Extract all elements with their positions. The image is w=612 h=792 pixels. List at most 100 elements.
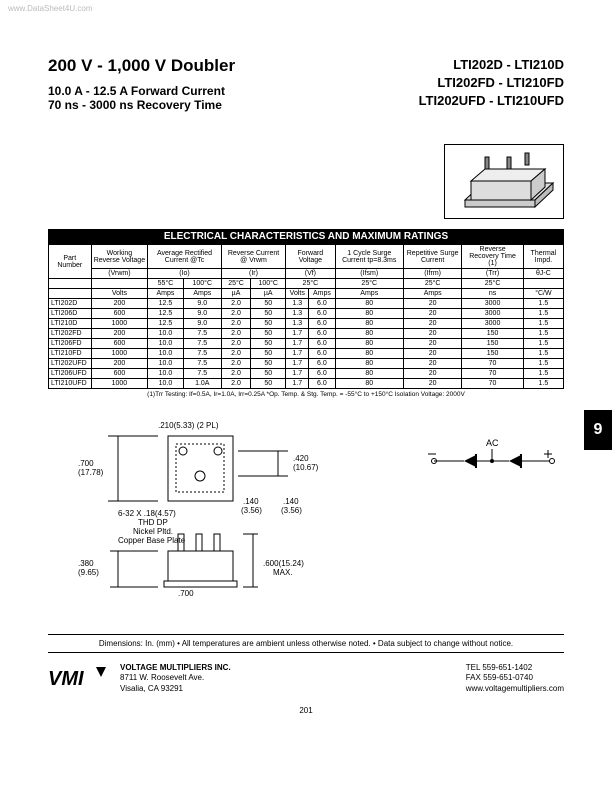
dim-d3: 6-32 X .18(4.57)THD DP [118, 509, 176, 527]
sym-vrwm: (Vrwm) [91, 269, 148, 279]
subtitle-current: 10.0 A - 12.5 A Forward Current [48, 84, 235, 98]
table-cell: 1.7 [286, 339, 309, 349]
table-cell: 6.0 [309, 379, 335, 389]
col-ifrm: Repetitive Surge Current [403, 245, 461, 269]
table-row: Volts Amps Amps µA µA Volts Amps Amps Am… [49, 289, 564, 299]
dim-d6: .700(17.78) [173, 589, 199, 596]
col-vrwm: Working Reverse Voltage [91, 245, 148, 269]
table-cell: LTI206D [49, 309, 92, 319]
table-cell: 200 [91, 359, 148, 369]
table-cell: 2.0 [221, 309, 250, 319]
dimensions-note: Dimensions: In. (mm) • All temperatures … [48, 634, 564, 653]
sym-ifrm: (Ifrm) [403, 269, 461, 279]
table-cell: 7.5 [183, 329, 221, 339]
table-cell: 20 [403, 329, 461, 339]
table-cell: 2.0 [221, 319, 250, 329]
dim-d4: Nickel Pltd.Copper Base Plate [118, 527, 186, 545]
table-cell: 2.0 [221, 349, 250, 359]
part-line-1: LTI202D - LTI210D [419, 56, 564, 74]
table-row: LTI202UFD20010.07.52.0501.76.08020701.5 [49, 359, 564, 369]
t-25c: 25°C [335, 279, 403, 289]
table-cell: 600 [91, 369, 148, 379]
table-cell: 20 [403, 339, 461, 349]
part-line-2: LTI202FD - LTI210FD [419, 74, 564, 92]
table-cell: LTI206UFD [49, 369, 92, 379]
table-cell: 12.5 [148, 299, 184, 309]
table-cell: LTI202FD [49, 329, 92, 339]
table-cell: 150 [462, 339, 523, 349]
table-cell: 1000 [91, 319, 148, 329]
u-ua1: µA [221, 289, 250, 299]
t-25b: 25°C [286, 279, 335, 289]
table-cell: 3000 [462, 319, 523, 329]
table-cell: 10.0 [148, 359, 184, 369]
table-cell: 70 [462, 379, 523, 389]
table-cell: 200 [91, 329, 148, 339]
table-cell: 9.0 [183, 319, 221, 329]
table-cell: 50 [251, 349, 286, 359]
table-cell: 1.7 [286, 349, 309, 359]
table-row: (Vrwm) (Io) (Ir) (Vf) (Ifsm) (Ifrm) (Trr… [49, 269, 564, 279]
table-cell: 1000 [91, 379, 148, 389]
table-cell: 3000 [462, 309, 523, 319]
table-cell: 3000 [462, 299, 523, 309]
table-cell: 600 [91, 309, 148, 319]
footer: VMI VOLTAGE MULTIPLIERS INC. 8711 W. Roo… [48, 663, 564, 694]
spec-table: Part Number Working Reverse Voltage Aver… [48, 244, 564, 389]
sym-vf: (Vf) [286, 269, 335, 279]
table-cell: 50 [251, 369, 286, 379]
table-row: 55°C 100°C 25°C 100°C 25°C 25°C 25°C 25°… [49, 279, 564, 289]
table-cell: 7.5 [183, 339, 221, 349]
package-figure [48, 144, 564, 219]
table-cell: LTI210UFD [49, 379, 92, 389]
u-amps4: Amps [335, 289, 403, 299]
t-25d: 25°C [403, 279, 461, 289]
sym-trr: (Trr) [462, 269, 523, 279]
u-volts: Volts [91, 289, 148, 299]
col-trr: Reverse Recovery Time (1) [462, 245, 523, 269]
col-io: Average Rectified Current @Tc [148, 245, 222, 269]
table-cell: 1.5 [523, 339, 563, 349]
table-cell: 6.0 [309, 319, 335, 329]
table-cell: 1.5 [523, 379, 563, 389]
company-name: VOLTAGE MULTIPLIERS INC. [120, 663, 231, 673]
u-amps5: Amps [403, 289, 461, 299]
addr-line-2: Visalia, CA 93291 [120, 684, 231, 694]
table-row: LTI206FD60010.07.52.0501.76.080201501.5 [49, 339, 564, 349]
table-cell: 1.5 [523, 359, 563, 369]
table-cell: 2.0 [221, 329, 250, 339]
table-row: LTI202FD20010.07.52.0501.76.080201501.5 [49, 329, 564, 339]
table-cell: 150 [462, 349, 523, 359]
table-cell: 80 [335, 329, 403, 339]
ac-circuit: AC [424, 416, 564, 598]
table-cell: 50 [251, 379, 286, 389]
watermark-text: www.DataSheet4U.com [8, 4, 92, 13]
table-cell: 1.0A [183, 379, 221, 389]
contact: TEL 559-651-1402 FAX 559-651-0740 www.vo… [466, 663, 564, 694]
table-cell: 600 [91, 339, 148, 349]
table-cell: 12.5 [148, 319, 184, 329]
t-55: 55°C [148, 279, 184, 289]
table-cell: 10.0 [148, 369, 184, 379]
u-ua2: µA [251, 289, 286, 299]
header-right: LTI202D - LTI210D LTI202FD - LTI210FD LT… [419, 56, 564, 112]
table-cell: 20 [403, 359, 461, 369]
col-ir: Reverse Current @ Vrwm [221, 245, 285, 269]
dim-d7: .140(3.56) [241, 497, 262, 515]
fax: FAX 559-651-0740 [466, 673, 564, 683]
table-cell: 20 [403, 379, 461, 389]
table-cell: 6.0 [309, 369, 335, 379]
col-vf: Forward Voltage [286, 245, 335, 269]
table-cell: 50 [251, 299, 286, 309]
col-th: Thermal Impd. [523, 245, 563, 269]
table-cell: 2.0 [221, 379, 250, 389]
table-cell: 80 [335, 309, 403, 319]
table-cell: 200 [91, 299, 148, 309]
t-100b: 100°C [251, 279, 286, 289]
u-ns: ns [462, 289, 523, 299]
table-cell: 50 [251, 309, 286, 319]
table-cell: 1.7 [286, 379, 309, 389]
table-row: LTI210D100012.59.02.0501.36.0802030001.5 [49, 319, 564, 329]
table-cell: 6.0 [309, 349, 335, 359]
table-cell: 80 [335, 299, 403, 309]
